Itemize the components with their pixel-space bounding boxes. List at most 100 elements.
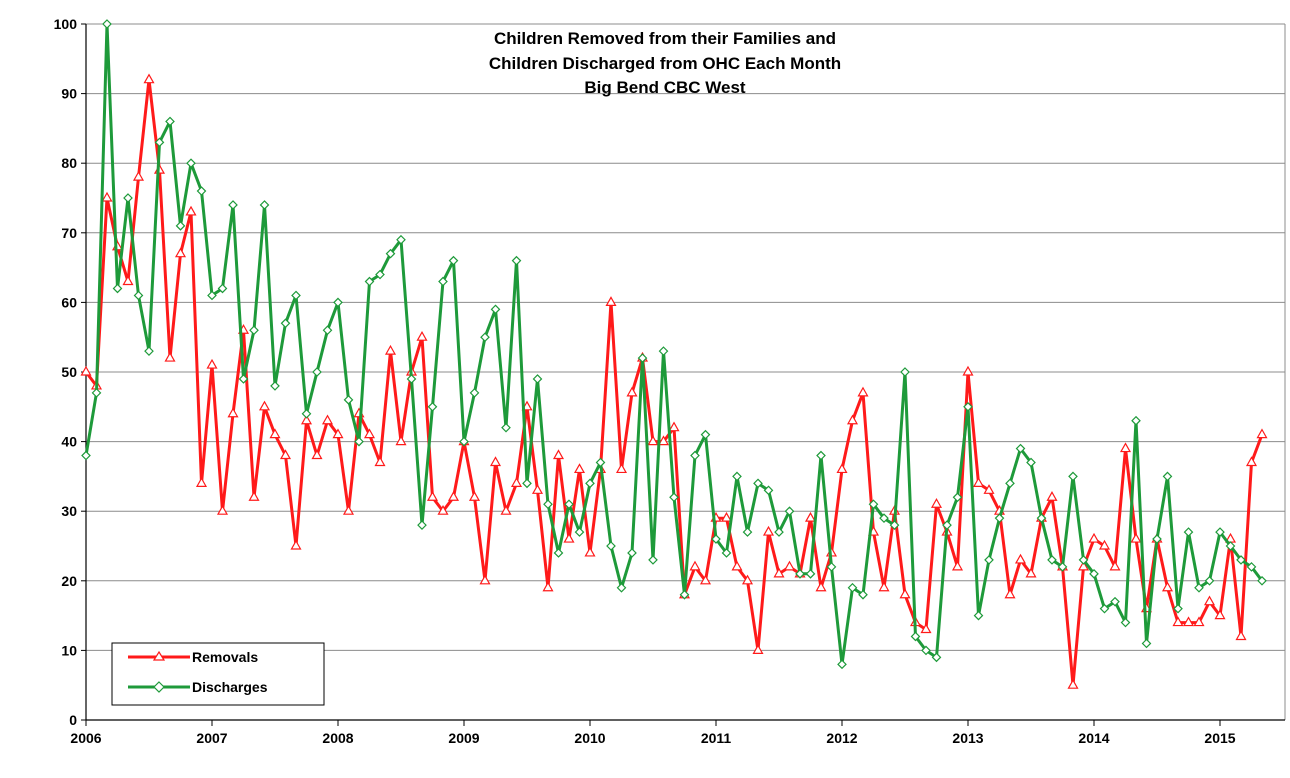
data-point-discharges (805, 568, 816, 579)
data-point-removals (668, 421, 680, 432)
data-point-discharges (154, 137, 165, 148)
data-point-discharges (91, 388, 102, 398)
x-tick-label: 2008 (322, 730, 353, 746)
y-tick-label: 60 (61, 294, 77, 310)
data-point-removals (174, 247, 187, 258)
data-point-discharges (1257, 575, 1267, 586)
data-point-discharges (301, 408, 312, 419)
data-point-removals (143, 73, 155, 84)
legend-box (111, 642, 325, 706)
data-point-discharges (469, 388, 480, 398)
data-point-discharges (1152, 534, 1162, 544)
data-point-removals (185, 205, 197, 216)
y-tick-label: 100 (54, 16, 78, 32)
data-point-discharges (700, 429, 711, 440)
data-point-discharges (900, 367, 910, 377)
data-point-removals (447, 491, 460, 501)
data-point-removals (857, 386, 869, 397)
data-point-discharges (406, 374, 417, 384)
y-tick-label: 50 (61, 364, 77, 380)
x-tick-label: 2015 (1204, 730, 1235, 746)
data-point-removals (815, 581, 827, 592)
y-tick-label: 20 (61, 573, 77, 589)
data-point-discharges (595, 457, 606, 468)
x-tick-label: 2007 (196, 730, 227, 746)
data-point-discharges (658, 346, 669, 356)
data-point-discharges (1036, 513, 1047, 524)
data-point-removals (384, 344, 397, 355)
data-point-discharges (490, 304, 501, 315)
data-point-removals (416, 330, 428, 341)
data-point-removals (437, 504, 449, 515)
data-point-discharges (931, 652, 942, 663)
data-point-removals (321, 414, 334, 425)
legend-label-removals: Removals (192, 649, 258, 665)
data-point-discharges (1162, 471, 1173, 482)
data-point-removals (311, 449, 323, 460)
data-point-removals (1088, 532, 1100, 543)
chart-title-line-1: Children Removed from their Families and (494, 29, 836, 48)
data-point-removals (773, 567, 785, 578)
data-point-discharges (144, 346, 154, 356)
data-point-removals (279, 449, 292, 460)
data-point-discharges (385, 248, 396, 259)
data-point-discharges (1057, 562, 1068, 572)
data-point-discharges (942, 520, 952, 530)
data-point-discharges (228, 200, 238, 210)
data-point-discharges (354, 436, 364, 447)
data-point-removals (846, 414, 859, 425)
data-point-discharges (207, 290, 217, 301)
data-point-discharges (973, 610, 984, 621)
data-point-discharges (1110, 596, 1120, 607)
data-point-removals (804, 511, 817, 522)
data-point-discharges (637, 353, 648, 363)
data-point-removals (951, 560, 964, 571)
data-point-removals (899, 588, 911, 599)
data-point-discharges (511, 255, 522, 266)
data-point-discharges (837, 659, 847, 670)
series-removals (80, 73, 1268, 689)
data-point-discharges (81, 450, 91, 461)
data-point-removals (300, 414, 313, 425)
legend-marker-removals (152, 650, 166, 661)
data-point-discharges (1068, 471, 1078, 482)
data-point-discharges (585, 478, 595, 489)
data-point-removals (1214, 609, 1226, 620)
y-tick-label: 90 (61, 86, 77, 102)
data-point-discharges (879, 513, 889, 524)
data-point-removals (489, 456, 502, 467)
data-point-discharges (1047, 555, 1057, 565)
x-tick-label: 2009 (448, 730, 479, 746)
data-point-removals (531, 484, 544, 494)
data-point-discharges (186, 158, 196, 169)
data-point-removals (332, 428, 344, 439)
data-point-removals (584, 546, 596, 557)
data-point-removals (374, 456, 386, 467)
data-point-discharges (795, 568, 805, 579)
data-point-discharges (532, 374, 543, 384)
x-tick-label: 2012 (826, 730, 857, 746)
data-point-discharges (459, 436, 469, 447)
data-point-removals (1119, 442, 1132, 453)
data-point-removals (1256, 428, 1268, 439)
data-point-removals (1098, 539, 1111, 550)
x-tick-label: 2013 (952, 730, 983, 746)
data-point-discharges (648, 555, 658, 565)
data-point-discharges (165, 116, 175, 127)
data-point-discharges (1026, 457, 1036, 468)
data-point-removals (342, 504, 355, 515)
data-point-removals (962, 365, 974, 376)
x-tick-label: 2006 (70, 730, 101, 746)
data-point-removals (983, 484, 995, 494)
data-point-removals (878, 581, 890, 592)
data-point-discharges (1246, 562, 1257, 572)
data-point-discharges (784, 506, 795, 517)
legend-label-discharges: Discharges (192, 679, 268, 695)
data-point-discharges (217, 283, 228, 294)
data-point-discharges (1131, 415, 1141, 426)
data-point-discharges (249, 325, 259, 336)
data-point-discharges (1141, 638, 1152, 649)
data-point-removals (1161, 581, 1174, 592)
data-point-discharges (259, 200, 270, 210)
data-point-removals (1193, 616, 1205, 627)
